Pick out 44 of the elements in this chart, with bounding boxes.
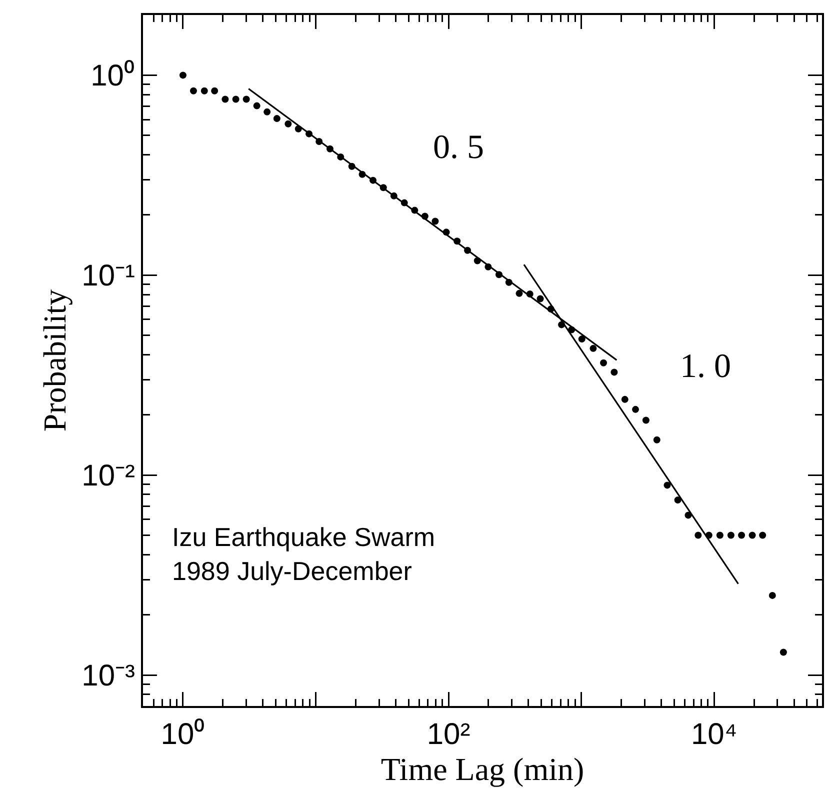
y-tick-label: 10⁻¹ <box>82 260 136 293</box>
point <box>716 532 724 539</box>
point <box>432 218 439 225</box>
annotation: 0. 5 <box>433 129 484 166</box>
point <box>759 532 766 539</box>
point <box>284 120 292 128</box>
point <box>653 436 660 444</box>
point <box>738 532 746 539</box>
point <box>694 532 702 539</box>
point <box>664 482 671 489</box>
annotation: 1. 0 <box>680 348 731 385</box>
point <box>232 96 240 103</box>
point <box>600 359 608 366</box>
x-tick-label: 10⁴ <box>690 718 738 751</box>
point <box>578 336 586 343</box>
point <box>768 592 776 599</box>
point <box>621 396 628 403</box>
point <box>190 87 197 94</box>
x-tick-label: 10⁰ <box>160 718 206 751</box>
point <box>642 416 650 424</box>
x-axis-title: Time Lag (min) <box>380 751 584 787</box>
point <box>179 72 186 79</box>
x-tick-label: 10² <box>426 718 470 751</box>
y-tick-label: 10⁰ <box>90 60 135 93</box>
point <box>253 102 260 110</box>
point <box>222 96 229 103</box>
point <box>780 648 787 656</box>
point <box>590 344 597 352</box>
y-tick-label: 10⁻³ <box>82 660 136 693</box>
point <box>264 108 271 116</box>
point <box>610 368 618 376</box>
annotation: Izu Earthquake Swarm 1989 July-December <box>172 522 436 586</box>
point <box>536 295 544 302</box>
point <box>674 496 682 504</box>
point <box>748 532 756 539</box>
point <box>200 87 208 94</box>
point <box>727 532 734 539</box>
y-axis-title: Probability <box>36 289 72 432</box>
point <box>242 96 250 103</box>
point <box>516 290 523 297</box>
point <box>273 115 280 122</box>
y-tick-label: 10⁻² <box>82 460 136 493</box>
point <box>211 87 218 94</box>
point <box>632 406 639 413</box>
